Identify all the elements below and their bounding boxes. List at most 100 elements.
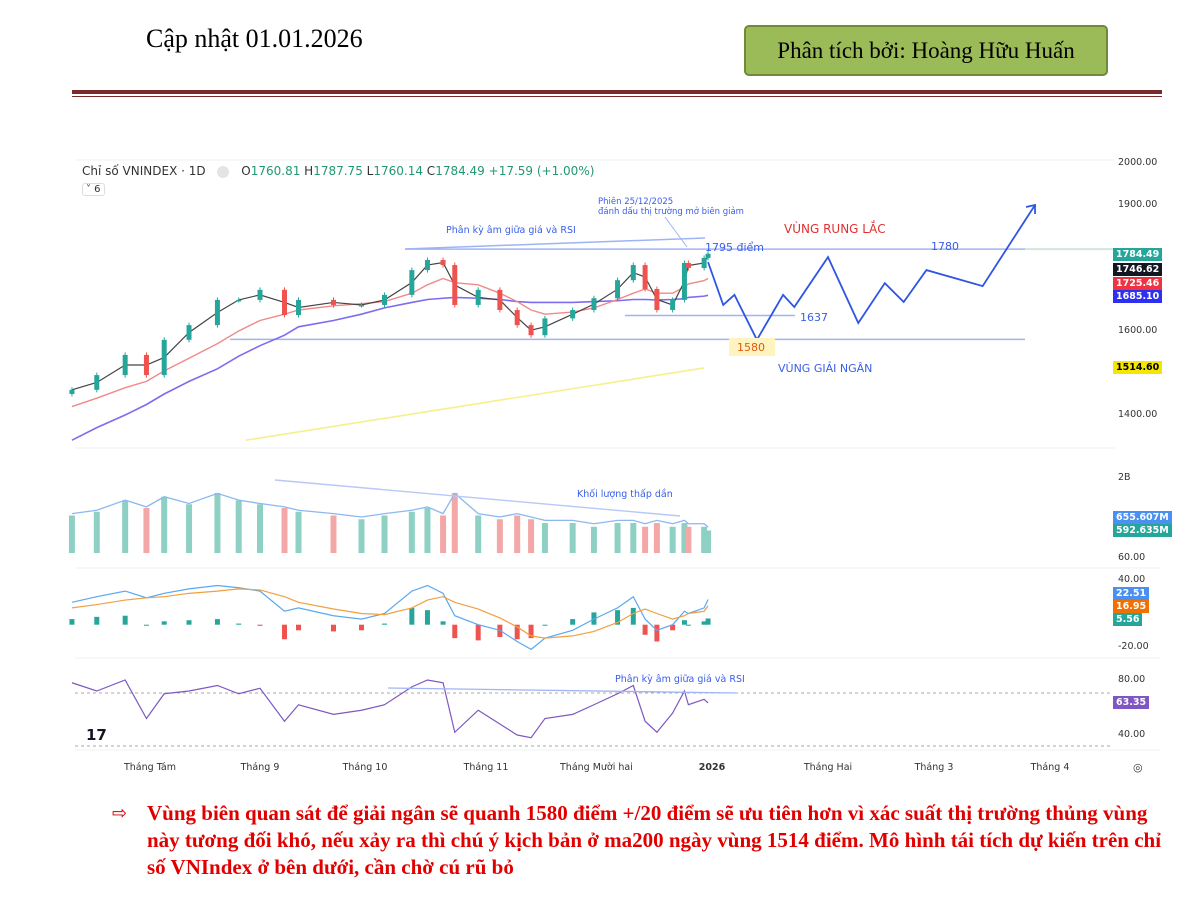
volume-bar xyxy=(408,511,415,553)
volume-bar xyxy=(257,504,263,553)
chart-legend: Chỉ số VNINDEX · 1D O1760.81 H1787.75 L1… xyxy=(82,164,595,178)
x-tick: Tháng Hai xyxy=(803,762,853,773)
minus-icon[interactable] xyxy=(217,165,230,178)
ma-red-line xyxy=(71,277,709,408)
candle xyxy=(282,289,287,316)
volume-bar xyxy=(295,511,302,553)
candle xyxy=(257,289,263,300)
macd-histogram-bar xyxy=(670,624,676,631)
candle xyxy=(424,260,430,271)
candle xyxy=(685,262,691,268)
x-tick: 2026 xyxy=(698,762,726,773)
level-1637: 1637 xyxy=(800,311,828,324)
forecast-label: 1780 xyxy=(931,240,959,253)
x-tick: Tháng 9 xyxy=(240,762,280,773)
rsi-tag: 63.35 xyxy=(1113,696,1150,709)
volume-bar xyxy=(330,515,337,553)
macd-histogram-bar xyxy=(542,624,548,626)
macd-histogram-bar xyxy=(475,624,481,641)
annotation-session-2: đánh dấu thị trường mở biên giảm xyxy=(598,207,744,217)
volume-bar xyxy=(642,526,649,553)
arrow-right-icon: ⇨ xyxy=(112,803,128,824)
divider xyxy=(72,96,1162,97)
volume-tag: 592.635M xyxy=(1113,524,1172,537)
volume-bar xyxy=(68,515,75,553)
divergence-arrow xyxy=(404,237,706,250)
macd-histogram-bar xyxy=(122,615,128,625)
macd-histogram-bar xyxy=(452,624,458,639)
ma-purple-tag: 1685.10 xyxy=(1113,290,1163,303)
annotation-shake-zone: VÙNG RUNG LẮC xyxy=(784,222,886,236)
annotation-divergence: Phân kỳ âm giữa giá và RSI xyxy=(446,225,576,236)
macd-histogram-bar xyxy=(282,624,287,640)
volume-bar xyxy=(161,496,168,553)
macd-histogram-bar xyxy=(528,624,534,639)
volume-bar xyxy=(569,523,576,553)
volume-bar xyxy=(701,526,708,553)
ma-red-tag: 1725.46 xyxy=(1113,277,1163,290)
macd-histogram-bar xyxy=(685,624,691,626)
ma-black-line xyxy=(71,255,709,391)
x-tick: Tháng 3 xyxy=(914,762,954,773)
candle xyxy=(654,289,660,310)
change: +17.59 (+1.00%) xyxy=(488,164,595,178)
candle xyxy=(331,299,336,305)
volume-bar xyxy=(281,508,288,553)
volume-bar xyxy=(122,500,129,553)
tradingview-logo-icon: 𝟭𝟳 xyxy=(86,726,107,744)
annotation-disburse-zone: VÙNG GIẢI NGÂN xyxy=(778,362,873,375)
volume-ma-line xyxy=(71,492,709,528)
volume-bar xyxy=(496,519,503,553)
volume-bar xyxy=(381,515,388,553)
candle xyxy=(359,304,364,307)
volume-bar xyxy=(614,523,621,553)
candle xyxy=(542,318,548,336)
volume-bar xyxy=(214,493,221,553)
forecast-arrowhead xyxy=(1025,203,1036,214)
candle xyxy=(701,257,707,268)
macd-histogram-bar xyxy=(409,607,415,625)
volume-bar xyxy=(451,493,458,553)
volume-bar xyxy=(514,515,521,553)
macd-histogram-bar xyxy=(654,624,660,642)
macd-histogram-bar xyxy=(642,624,648,635)
candle xyxy=(296,299,301,316)
macd-histogram-bar xyxy=(630,607,636,625)
annotation-rsi-divergence: Phân kỳ âm giữa giá và RSI xyxy=(615,674,745,685)
volume-bar xyxy=(358,519,365,553)
volume-bar xyxy=(235,500,242,553)
candle xyxy=(236,299,242,302)
candle xyxy=(570,310,576,319)
annotation-session: Phiên 25/12/2025 xyxy=(598,197,674,207)
candle xyxy=(591,298,597,310)
macd-histogram-bar xyxy=(701,621,707,625)
volume-bar xyxy=(669,526,676,553)
candle xyxy=(630,265,636,281)
indicators-toggle[interactable]: ˅ 6 xyxy=(82,183,105,196)
macd-histogram-bar xyxy=(514,624,520,640)
settings-eye-icon[interactable]: ◎ xyxy=(1133,761,1143,774)
rsi-line xyxy=(71,679,709,739)
update-date: Cập nhật 01.01.2026 xyxy=(146,24,363,53)
macd-histogram-bar xyxy=(69,619,75,625)
macd-histogram-bar xyxy=(331,624,336,632)
macd-histogram-bar xyxy=(236,623,242,625)
macd-histogram-bar xyxy=(161,621,167,625)
macd-histogram-bar xyxy=(382,623,388,625)
volume-bar xyxy=(475,515,482,553)
ma-black-tag: 1746.62 xyxy=(1113,263,1163,276)
volume-bar xyxy=(143,508,150,553)
candle xyxy=(94,375,100,390)
candle xyxy=(69,389,75,394)
macd-histogram-bar xyxy=(440,621,446,625)
candle xyxy=(409,270,415,295)
candle xyxy=(475,289,481,305)
volume-bar xyxy=(440,515,447,553)
last-price-tag: 1784.49 xyxy=(1113,248,1163,261)
candle xyxy=(642,265,648,289)
volume-bar xyxy=(541,523,548,553)
volume-bar xyxy=(424,508,431,553)
volume-trend-arrow xyxy=(274,479,681,517)
volume-ma-tag: 655.607M xyxy=(1113,511,1172,524)
